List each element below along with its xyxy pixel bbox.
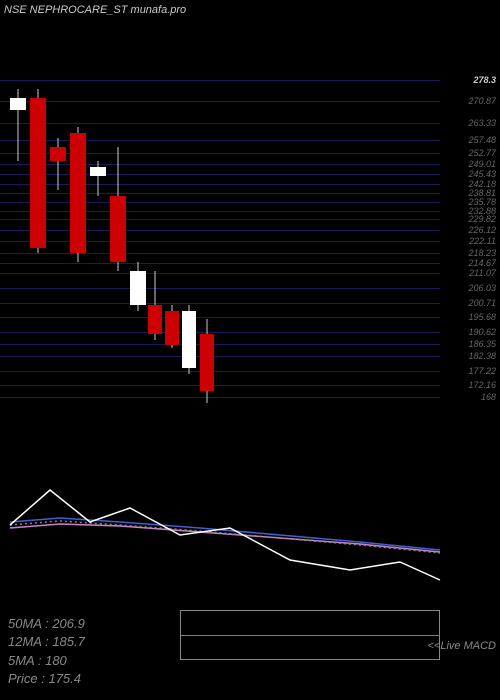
price-chart: 278.3270.87263.33257.48252.77249.01245.4… [0,80,500,420]
ma5-row: 5MA : 180 [8,652,85,670]
macd-midline [181,635,439,636]
macd-box [180,610,440,660]
ma50-row: 50MA : 206.9 [8,615,85,633]
price-row: Price : 175.4 [8,670,85,688]
chart-header: NSE NEPHROCARE_ST munafa.pro [4,4,186,16]
macd-label: <<Live MACD [428,640,496,652]
info-panel: 50MA : 206.9 12MA : 185.7 5MA : 180 Pric… [8,615,85,688]
ticker-label: NSE NEPHROCARE_ST munafa.pro [4,4,186,16]
ma12-row: 12MA : 185.7 [8,633,85,651]
